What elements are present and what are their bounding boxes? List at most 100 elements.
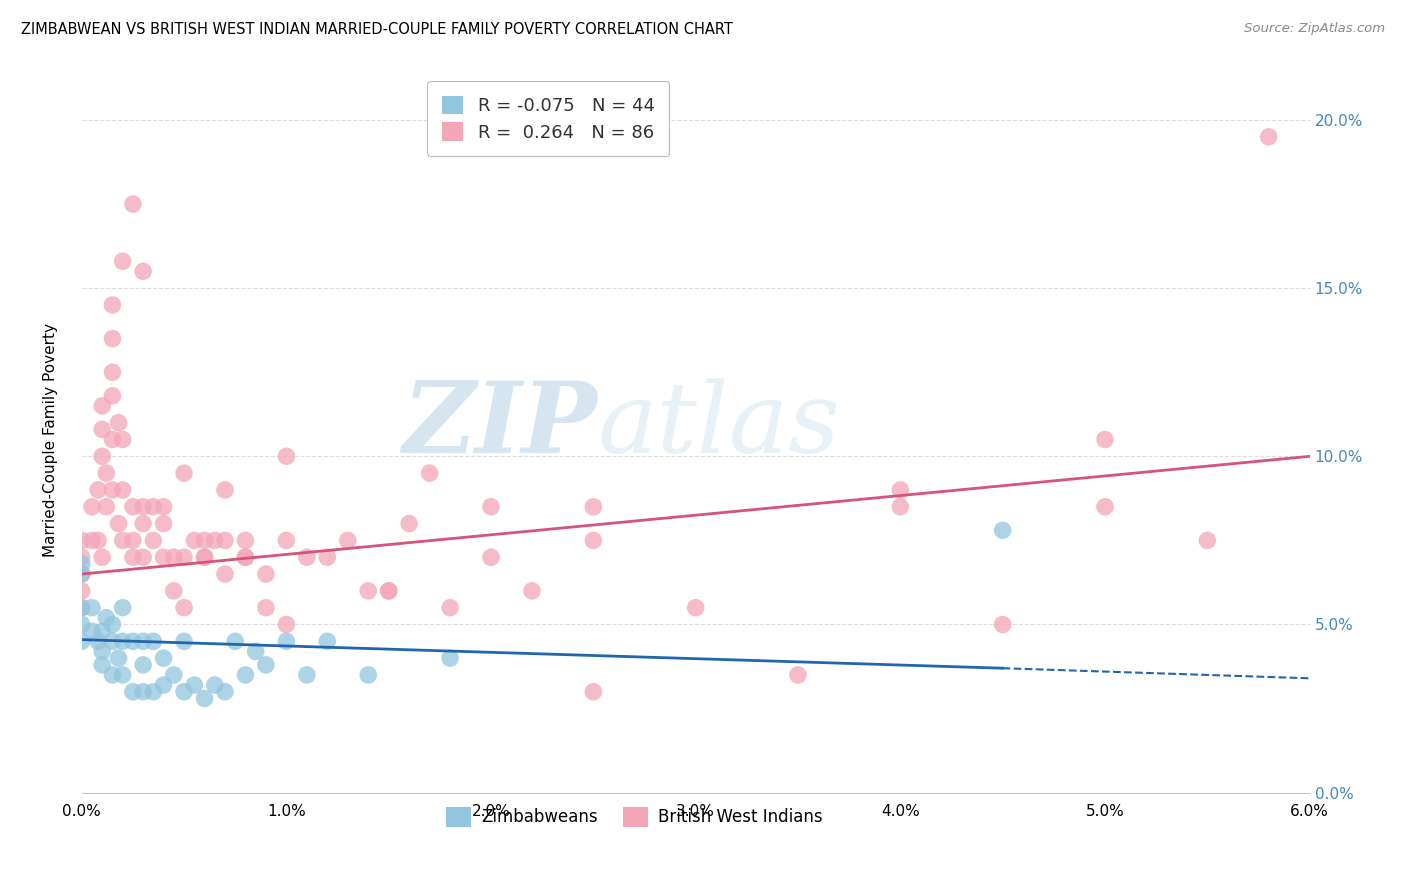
Point	[582, 685, 605, 699]
Point	[152, 550, 174, 565]
Text: ZIMBABWEAN VS BRITISH WEST INDIAN MARRIED-COUPLE FAMILY POVERTY CORRELATION CHAR: ZIMBABWEAN VS BRITISH WEST INDIAN MARRIE…	[21, 22, 733, 37]
Point	[101, 433, 124, 447]
Text: ZIP: ZIP	[402, 377, 598, 474]
Point	[1094, 433, 1116, 447]
Point	[101, 365, 124, 379]
Point	[91, 550, 114, 565]
Point	[316, 550, 339, 565]
Point	[357, 583, 380, 598]
Point	[80, 624, 103, 639]
Point	[91, 399, 114, 413]
Point	[70, 600, 93, 615]
Point	[520, 583, 543, 598]
Point	[991, 524, 1014, 538]
Point	[122, 685, 145, 699]
Point	[101, 298, 124, 312]
Point	[214, 533, 236, 548]
Point	[152, 500, 174, 514]
Point	[245, 644, 267, 658]
Point	[91, 450, 114, 464]
Point	[70, 583, 93, 598]
Point	[235, 550, 257, 565]
Point	[214, 483, 236, 497]
Point	[316, 634, 339, 648]
Point	[193, 533, 215, 548]
Point	[254, 600, 277, 615]
Point	[111, 600, 134, 615]
Point	[183, 533, 205, 548]
Point	[254, 567, 277, 582]
Point	[685, 600, 707, 615]
Point	[111, 668, 134, 682]
Point	[70, 533, 93, 548]
Point	[336, 533, 359, 548]
Point	[163, 550, 186, 565]
Point	[152, 516, 174, 531]
Point	[96, 466, 118, 480]
Point	[132, 550, 155, 565]
Point	[80, 600, 103, 615]
Point	[101, 617, 124, 632]
Point	[107, 516, 129, 531]
Point	[70, 600, 93, 615]
Point	[142, 533, 165, 548]
Point	[439, 600, 461, 615]
Point	[377, 583, 399, 598]
Point	[132, 685, 155, 699]
Point	[80, 500, 103, 514]
Point	[787, 668, 810, 682]
Point	[132, 500, 155, 514]
Point	[111, 433, 134, 447]
Point	[142, 634, 165, 648]
Point	[991, 617, 1014, 632]
Point	[173, 634, 195, 648]
Point	[479, 550, 502, 565]
Point	[142, 685, 165, 699]
Point	[96, 500, 118, 514]
Point	[398, 516, 420, 531]
Point	[122, 500, 145, 514]
Point	[235, 668, 257, 682]
Point	[214, 685, 236, 699]
Point	[235, 550, 257, 565]
Point	[276, 634, 298, 648]
Point	[96, 611, 118, 625]
Point	[132, 657, 155, 672]
Point	[70, 634, 93, 648]
Point	[122, 550, 145, 565]
Point	[276, 617, 298, 632]
Point	[70, 550, 93, 565]
Point	[254, 657, 277, 672]
Y-axis label: Married-Couple Family Poverty: Married-Couple Family Poverty	[44, 323, 58, 557]
Text: atlas: atlas	[598, 377, 841, 473]
Point	[1257, 129, 1279, 144]
Text: Source: ZipAtlas.com: Source: ZipAtlas.com	[1244, 22, 1385, 36]
Point	[193, 550, 215, 565]
Point	[193, 550, 215, 565]
Point	[87, 483, 110, 497]
Point	[224, 634, 246, 648]
Point	[132, 516, 155, 531]
Point	[204, 533, 226, 548]
Point	[70, 567, 93, 582]
Point	[122, 634, 145, 648]
Point	[111, 254, 134, 268]
Point	[419, 466, 441, 480]
Point	[142, 500, 165, 514]
Point	[193, 691, 215, 706]
Point	[122, 197, 145, 211]
Point	[107, 416, 129, 430]
Point	[91, 624, 114, 639]
Point	[87, 533, 110, 548]
Point	[91, 644, 114, 658]
Point	[152, 651, 174, 665]
Point	[132, 634, 155, 648]
Legend: Zimbabweans, British West Indians: Zimbabweans, British West Indians	[440, 800, 830, 834]
Point	[101, 332, 124, 346]
Point	[70, 557, 93, 571]
Point	[276, 533, 298, 548]
Point	[377, 583, 399, 598]
Point	[582, 533, 605, 548]
Point	[582, 500, 605, 514]
Point	[173, 685, 195, 699]
